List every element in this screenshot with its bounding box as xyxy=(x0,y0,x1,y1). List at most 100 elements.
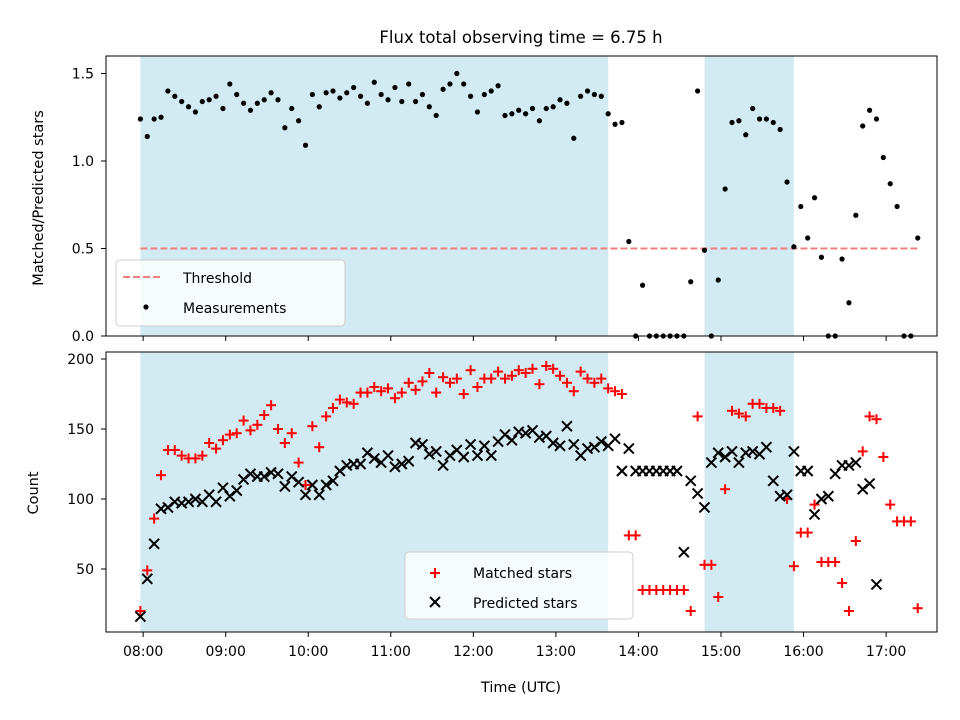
legend-measurements-swatch xyxy=(143,304,149,310)
predicted-point-89 xyxy=(746,445,759,458)
matched-point-67 xyxy=(596,373,607,384)
top-y-tick-label-2: 1.0 xyxy=(72,154,94,170)
predicted-point-61 xyxy=(554,440,566,452)
predicted-point-92-b xyxy=(767,475,779,487)
matched-point-56 xyxy=(520,368,531,378)
matched-point-21 xyxy=(279,438,290,448)
predicted-point-63 xyxy=(568,438,580,451)
matched-point-38 xyxy=(396,387,407,398)
predicted-point-37 xyxy=(389,461,401,473)
predicted-point-18-b xyxy=(258,470,270,483)
matched-point-92 xyxy=(768,403,779,413)
measurement-point-22 xyxy=(289,105,295,112)
matched-point-93 xyxy=(775,405,786,416)
measurement-point-71 xyxy=(626,238,632,245)
matched-point-8 xyxy=(190,453,201,464)
predicted-point-23-b xyxy=(292,476,305,488)
predicted-point-98-b xyxy=(808,508,821,521)
measurement-point-64 xyxy=(578,93,584,99)
predicted-point-59-b xyxy=(540,430,552,442)
measurement-point-79 xyxy=(681,333,687,339)
matched-point-9 xyxy=(197,450,208,461)
predicted-point-87-b xyxy=(733,456,745,469)
measurement-point-83 xyxy=(708,333,714,339)
matched-point-103 xyxy=(843,606,854,616)
measurement-point-16 xyxy=(247,107,254,113)
bottom-legend: Matched stars Predicted stars xyxy=(404,551,634,620)
predicted-point-25 xyxy=(306,479,319,491)
matched-point-17 xyxy=(252,419,263,430)
measurement-point-107 xyxy=(873,116,880,122)
measurement-point-12 xyxy=(220,105,226,112)
matched-point-72 xyxy=(630,530,641,541)
matched-point-66 xyxy=(589,377,600,388)
measurement-point-50 xyxy=(481,91,487,98)
measurement-point-101 xyxy=(832,333,838,339)
matched-point-10 xyxy=(204,438,215,448)
predicted-point-42-b xyxy=(423,448,436,460)
chart-title: Flux total observing time = 6.75 h xyxy=(379,28,662,47)
measurement-point-85 xyxy=(722,186,728,192)
predicted-point-107-b xyxy=(870,578,883,591)
predicted-point-2-b xyxy=(148,538,160,550)
predicted-point-42 xyxy=(423,448,436,460)
measurement-point-77 xyxy=(667,333,673,339)
measurement-point-44 xyxy=(440,86,446,92)
measurement-point-104 xyxy=(853,212,859,218)
measurement-point-110 xyxy=(894,203,900,210)
matched-point-6 xyxy=(176,450,187,461)
measurement-point-98 xyxy=(811,195,818,201)
matched-point-39 xyxy=(403,377,414,388)
measurement-point-91 xyxy=(763,116,769,122)
measurement-point-93 xyxy=(777,126,783,133)
predicted-point-56 xyxy=(519,427,532,439)
measurement-point-51 xyxy=(488,88,494,94)
predicted-point-61-b xyxy=(554,440,566,452)
predicted-point-78 xyxy=(671,465,683,477)
measurement-point-87 xyxy=(736,118,742,124)
measurement-point-89 xyxy=(750,105,756,112)
matched-point-16 xyxy=(245,425,256,436)
measurement-point-4 xyxy=(165,88,171,94)
x-tick-label-6: 14:00 xyxy=(618,644,658,660)
matched-point-0 xyxy=(135,606,146,616)
predicted-point-41 xyxy=(416,438,429,451)
measurement-point-62 xyxy=(564,100,570,106)
measurement-point-23 xyxy=(296,118,302,124)
measurement-point-106 xyxy=(866,107,873,113)
predicted-point-101-b xyxy=(829,468,841,480)
matched-point-112 xyxy=(905,516,916,527)
predicted-point-95 xyxy=(788,445,800,458)
matched-point-113 xyxy=(912,603,923,614)
measurement-point-43 xyxy=(433,112,439,119)
top-y-tick-label-3: 1.5 xyxy=(72,67,94,83)
measurement-point-113 xyxy=(915,235,921,241)
predicted-point-41-b xyxy=(416,438,429,451)
predicted-point-78-b xyxy=(671,465,683,477)
predicted-point-103 xyxy=(843,459,855,472)
matched-point-65 xyxy=(582,373,593,384)
measurement-point-69 xyxy=(612,121,618,127)
predicted-point-34-b xyxy=(368,452,380,465)
measurement-point-46 xyxy=(454,70,460,77)
matched-point-88 xyxy=(740,411,751,422)
predicted-point-82-b xyxy=(698,501,711,514)
matched-point-42 xyxy=(424,368,435,378)
matched-point-70 xyxy=(616,389,627,399)
measurement-point-39 xyxy=(406,81,412,87)
matched-point-11 xyxy=(211,443,222,454)
measurement-point-88 xyxy=(743,132,749,138)
predicted-point-48 xyxy=(464,438,477,451)
measurement-point-45 xyxy=(447,81,453,87)
predicted-point-23 xyxy=(292,476,305,488)
measurement-point-72 xyxy=(633,333,639,339)
measurement-point-108 xyxy=(880,154,886,161)
measurement-point-24 xyxy=(302,142,309,148)
predicted-point-43 xyxy=(430,445,442,458)
matched-point-86 xyxy=(727,405,738,416)
top-axes-frame xyxy=(105,55,938,337)
predicted-point-32-b xyxy=(354,458,367,470)
measurement-point-94 xyxy=(784,179,790,185)
legend-threshold-label: Threshold xyxy=(182,271,252,287)
predicted-point-24 xyxy=(299,489,312,501)
